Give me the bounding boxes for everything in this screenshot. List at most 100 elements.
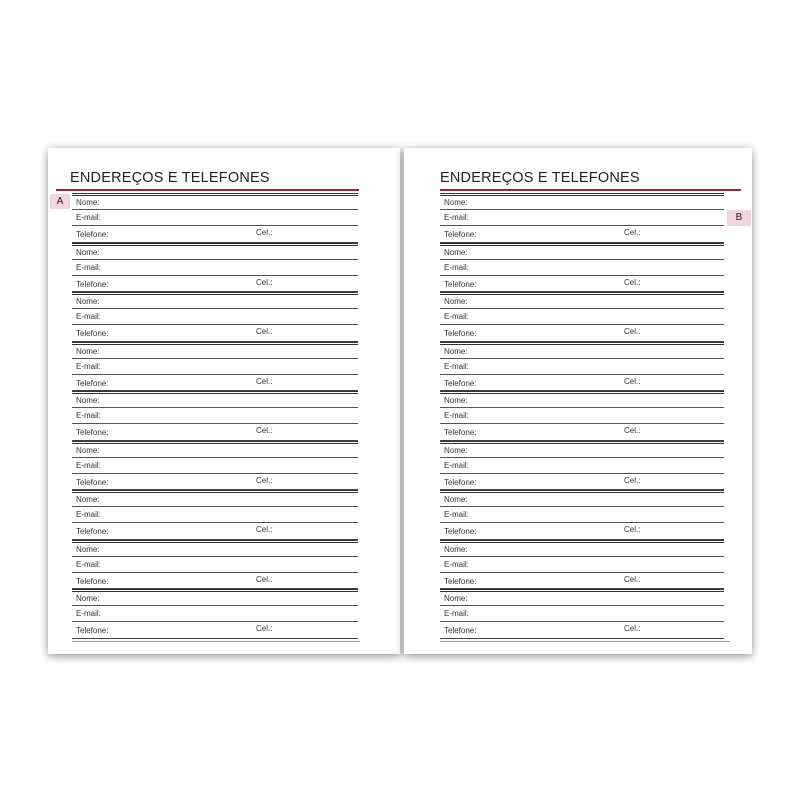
- email-field[interactable]: E-mail:: [440, 359, 724, 375]
- email-label: E-mail:: [444, 312, 469, 321]
- index-tab-b[interactable]: B: [727, 210, 751, 226]
- name-field[interactable]: Nome:: [72, 394, 358, 408]
- email-field[interactable]: E-mail:: [72, 260, 358, 276]
- address-entry: Nome: E-mail: Telefone: Cel.:: [440, 341, 724, 391]
- address-entry: Nome: E-mail: Telefone: Cel.:: [72, 242, 358, 292]
- phone-field[interactable]: Telefone: Cel.:: [440, 325, 724, 342]
- address-entry: Nome: E-mail: Telefone: Cel.:: [72, 440, 358, 490]
- name-label: Nome:: [444, 198, 468, 207]
- phone-field[interactable]: Telefone: Cel.:: [440, 573, 724, 589]
- name-field[interactable]: Nome:: [440, 295, 724, 309]
- email-field[interactable]: E-mail:: [72, 408, 358, 424]
- phone-field[interactable]: Telefone: Cel.:: [440, 276, 724, 292]
- address-entry: Nome: E-mail: Telefone: Cel.:: [72, 341, 358, 391]
- phone-field[interactable]: Telefone: Cel.:: [72, 573, 358, 589]
- phone-field[interactable]: Telefone: Cel.:: [440, 424, 724, 441]
- name-field[interactable]: Nome:: [440, 493, 724, 507]
- name-field[interactable]: Nome:: [440, 543, 724, 557]
- title-rule: [56, 189, 359, 191]
- left-page: ENDEREÇOS E TELEFONES A Nome: E-mail: Tele…: [48, 148, 400, 654]
- phone-label: Telefone:: [76, 626, 109, 635]
- name-field[interactable]: Nome:: [440, 592, 724, 606]
- name-label: Nome:: [76, 198, 100, 207]
- email-field[interactable]: E-mail:: [72, 557, 358, 573]
- index-tab-a[interactable]: A: [50, 194, 70, 209]
- email-field[interactable]: E-mail:: [440, 260, 724, 276]
- name-label: Nome:: [76, 594, 100, 603]
- email-field[interactable]: E-mail:: [72, 210, 358, 226]
- name-field[interactable]: Nome:: [72, 246, 358, 260]
- email-label: E-mail:: [444, 262, 469, 272]
- address-entry: Nome: E-mail: Telefone: Cel.:: [72, 391, 358, 441]
- name-field[interactable]: Nome:: [440, 196, 724, 210]
- phone-label: Telefone:: [444, 576, 477, 586]
- address-entry: Nome: E-mail: Telefone: Cel.:: [72, 589, 358, 639]
- address-entry: Nome: E-mail: Telefone: Cel.:: [72, 539, 358, 589]
- phone-field[interactable]: Telefone: Cel.:: [72, 523, 358, 540]
- name-field[interactable]: Nome:: [72, 543, 358, 557]
- email-field[interactable]: E-mail:: [440, 557, 724, 573]
- email-field[interactable]: E-mail:: [440, 210, 724, 226]
- email-field[interactable]: E-mail:: [440, 507, 724, 523]
- email-field[interactable]: E-mail:: [440, 458, 724, 474]
- email-label: E-mail:: [444, 510, 469, 519]
- email-label: E-mail:: [76, 312, 101, 321]
- phone-label: Telefone:: [444, 477, 477, 487]
- cel-label: Cel.:: [256, 228, 273, 237]
- email-label: E-mail:: [76, 460, 101, 470]
- phone-field[interactable]: Telefone: Cel.:: [72, 276, 358, 292]
- address-entry: Nome: E-mail: Telefone: Cel.:: [72, 292, 358, 342]
- name-field[interactable]: Nome:: [440, 246, 724, 260]
- phone-label: Telefone:: [444, 378, 477, 388]
- email-field[interactable]: E-mail:: [440, 309, 724, 325]
- email-label: E-mail:: [444, 411, 469, 420]
- name-field[interactable]: Nome:: [440, 444, 724, 458]
- phone-label: Telefone:: [76, 576, 109, 586]
- name-field[interactable]: Nome:: [72, 444, 358, 458]
- email-label: E-mail:: [76, 510, 101, 519]
- phone-field[interactable]: Telefone: Cel.:: [440, 375, 724, 391]
- phone-field[interactable]: Telefone: Cel.:: [440, 226, 724, 243]
- name-field[interactable]: Nome:: [72, 345, 358, 359]
- cel-label: Cel.:: [624, 376, 641, 386]
- name-label: Nome:: [76, 396, 100, 405]
- name-label: Nome:: [444, 247, 468, 257]
- phone-field[interactable]: Telefone: Cel.:: [440, 474, 724, 490]
- name-field[interactable]: Nome:: [440, 345, 724, 359]
- cel-label: Cel.:: [624, 525, 641, 534]
- phone-field[interactable]: Telefone: Cel.:: [72, 325, 358, 342]
- name-field[interactable]: Nome:: [440, 394, 724, 408]
- name-field[interactable]: Nome:: [72, 196, 358, 210]
- email-field[interactable]: E-mail:: [72, 309, 358, 325]
- name-field[interactable]: Nome:: [72, 493, 358, 507]
- phone-field[interactable]: Telefone: Cel.:: [440, 622, 724, 639]
- name-label: Nome:: [76, 247, 100, 257]
- address-entry: Nome: E-mail: Telefone: Cel.:: [72, 193, 358, 243]
- phone-field[interactable]: Telefone: Cel.:: [72, 474, 358, 490]
- cel-label: Cel.:: [624, 426, 641, 435]
- address-entry: Nome: E-mail: Telefone: Cel.:: [440, 391, 724, 441]
- name-field[interactable]: Nome:: [72, 592, 358, 606]
- phone-label: Telefone:: [76, 230, 109, 239]
- name-label: Nome:: [444, 594, 468, 603]
- phone-field[interactable]: Telefone: Cel.:: [72, 375, 358, 391]
- email-field[interactable]: E-mail:: [72, 507, 358, 523]
- phone-field[interactable]: Telefone: Cel.:: [72, 622, 358, 639]
- phone-label: Telefone:: [76, 527, 109, 536]
- phone-field[interactable]: Telefone: Cel.:: [72, 424, 358, 441]
- email-field[interactable]: E-mail:: [440, 408, 724, 424]
- email-field[interactable]: E-mail:: [440, 606, 724, 622]
- email-label: E-mail:: [76, 609, 101, 618]
- cel-label: Cel.:: [624, 327, 641, 336]
- email-field[interactable]: E-mail:: [72, 606, 358, 622]
- right-page: ENDEREÇOS E TELEFONES B Nome: E-mail: Tele…: [404, 148, 752, 654]
- name-field[interactable]: Nome:: [72, 295, 358, 309]
- email-field[interactable]: E-mail:: [72, 458, 358, 474]
- entry-list: Nome: E-mail: Telefone: Cel.: Nome: E-mail: Te…: [440, 193, 724, 639]
- phone-label: Telefone:: [444, 329, 477, 338]
- title-rule: [440, 189, 741, 191]
- name-label: Nome:: [76, 297, 100, 306]
- phone-field[interactable]: Telefone: Cel.:: [440, 523, 724, 540]
- phone-field[interactable]: Telefone: Cel.:: [72, 226, 358, 243]
- email-field[interactable]: E-mail:: [72, 359, 358, 375]
